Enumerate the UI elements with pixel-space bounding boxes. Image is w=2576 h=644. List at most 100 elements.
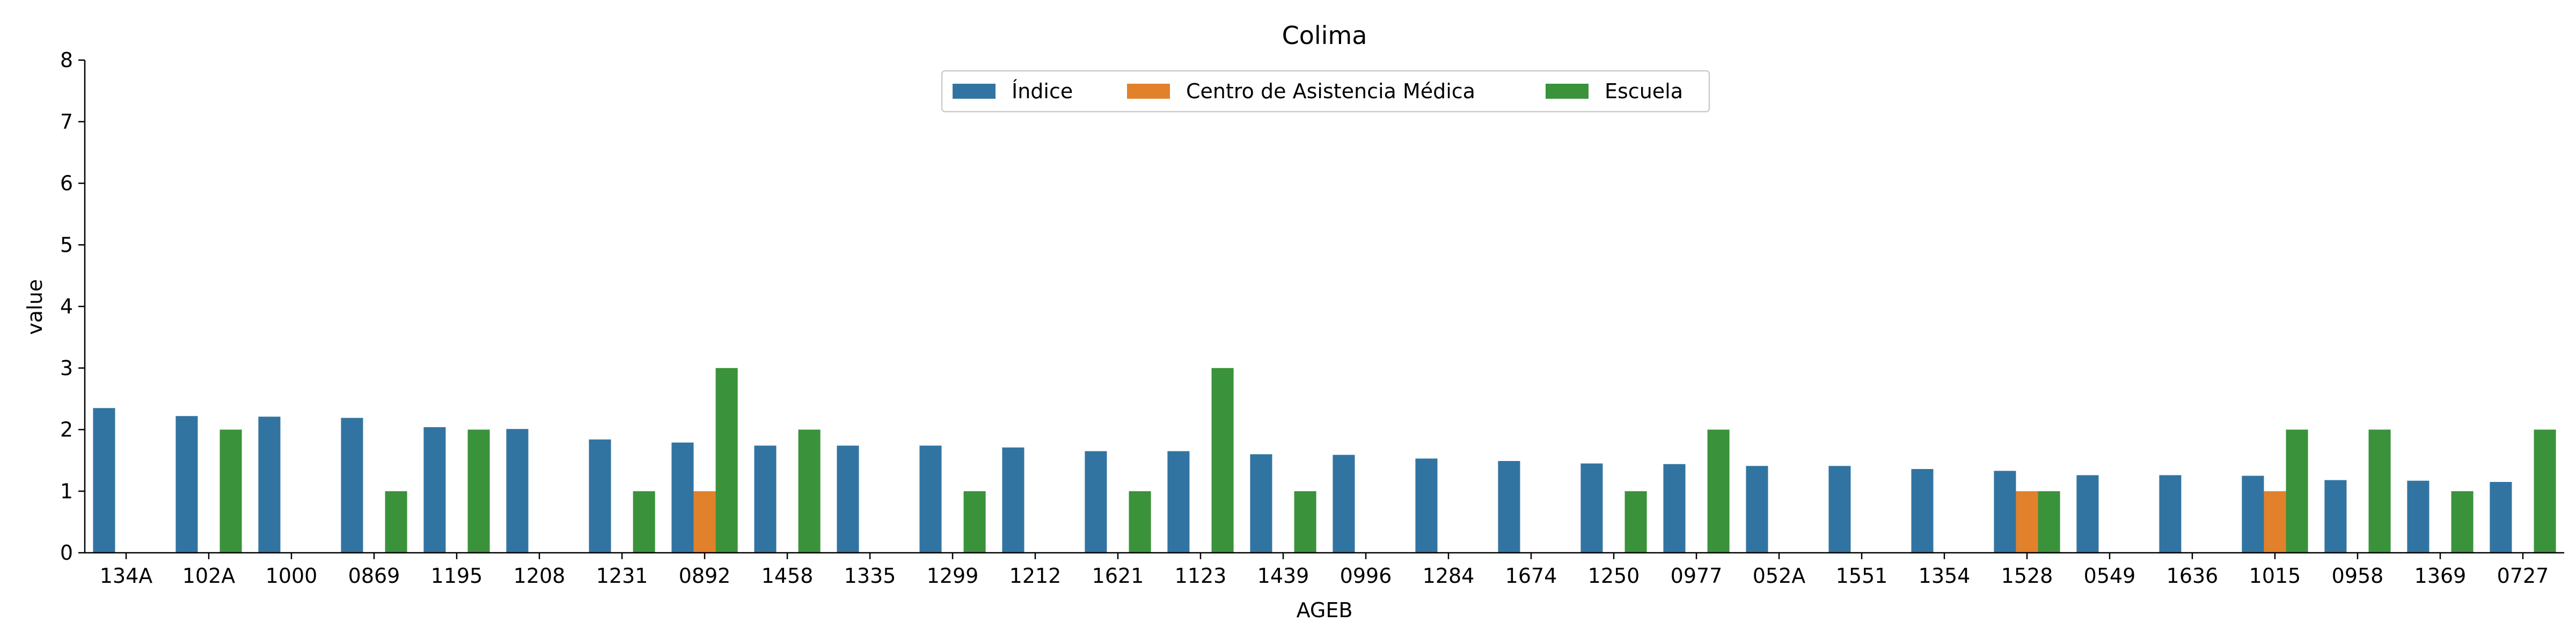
bar-0958-series-2 — [2368, 429, 2391, 553]
x-tick-label: 1335 — [844, 564, 896, 588]
x-tick-label: 1299 — [927, 564, 979, 588]
bar-0892-series-1 — [693, 491, 716, 553]
bar-102A-series-0 — [175, 416, 198, 553]
legend-frame — [941, 70, 1710, 113]
legend-swatch-2 — [1546, 84, 1589, 99]
bar-0958-series-0 — [2324, 480, 2347, 553]
y-tick-label: 7 — [60, 110, 73, 134]
x-tick-label: 052A — [1753, 564, 1806, 588]
x-tick-label: 1123 — [1175, 564, 1227, 588]
x-tick-label: 1284 — [1423, 564, 1475, 588]
bar-1528-series-1 — [2016, 491, 2038, 553]
bar-102A-series-2 — [219, 429, 242, 553]
x-tick-label: 0977 — [1671, 564, 1723, 588]
bar-0869-series-0 — [341, 418, 363, 553]
bar-1015-series-1 — [2264, 491, 2286, 553]
y-tick-label: 4 — [60, 295, 73, 318]
bar-1335-series-0 — [837, 445, 859, 553]
chart-title: Colima — [1282, 21, 1367, 50]
bar-1458-series-0 — [754, 445, 777, 553]
bar-1439-series-0 — [1250, 454, 1272, 553]
bar-0727-series-0 — [2490, 482, 2512, 553]
x-tick-label: 1551 — [1836, 564, 1888, 588]
bar-1528-series-0 — [1994, 471, 2016, 553]
x-tick-label: 1458 — [762, 564, 814, 588]
y-tick-label: 0 — [60, 541, 73, 565]
bar-0727-series-2 — [2534, 429, 2556, 553]
bar-1015-series-0 — [2242, 475, 2264, 553]
bar-0892-series-0 — [671, 442, 694, 553]
x-tick-label: 1000 — [266, 564, 318, 588]
bar-1354-series-0 — [1911, 469, 1934, 553]
bar-1439-series-2 — [1294, 491, 1316, 553]
bar-1015-series-2 — [2286, 429, 2308, 553]
legend: Índice Centro de Asistencia Médica Escuela — [941, 70, 1710, 113]
y-tick-label: 8 — [60, 48, 73, 72]
bar-1250-series-2 — [1624, 491, 1647, 553]
x-tick-label: 0869 — [348, 564, 400, 588]
x-tick-label: 1231 — [596, 564, 648, 588]
x-tick-label: 1439 — [1257, 564, 1309, 588]
bar-1250-series-0 — [1580, 463, 1603, 553]
bar-1123-series-2 — [1211, 368, 1234, 553]
bar-1212-series-0 — [1002, 447, 1024, 553]
bar-1551-series-0 — [1828, 466, 1851, 553]
y-tick-label: 6 — [60, 172, 73, 195]
bar-1299-series-0 — [919, 445, 942, 553]
bar-1000-series-0 — [258, 416, 281, 553]
x-tick-label: 0549 — [2084, 564, 2136, 588]
x-tick-label: 1369 — [2414, 564, 2467, 588]
y-tick-label: 1 — [60, 479, 73, 503]
y-tick-label: 5 — [60, 233, 73, 257]
x-tick-label: 0996 — [1340, 564, 1392, 588]
x-tick-label: 134A — [100, 564, 153, 588]
bar-0977-series-2 — [1707, 429, 1730, 553]
x-tick-label: 0727 — [2497, 564, 2549, 588]
bars-group — [93, 368, 2556, 553]
legend-swatch-1 — [1127, 84, 1170, 99]
x-axis: 134A 102A 1000 0869 1195 1208 1231 0892 1458 1335… — [85, 552, 2564, 588]
x-tick-label: 1674 — [1505, 564, 1557, 588]
bar-1636-series-0 — [2159, 475, 2182, 553]
bar-1123-series-0 — [1167, 451, 1190, 553]
x-tick-label: 1636 — [2167, 564, 2219, 588]
bar-052A-series-0 — [1746, 466, 1768, 553]
bar-1195-series-0 — [423, 427, 446, 553]
y-axis: 0 1 2 3 4 5 6 7 8 — [60, 48, 86, 565]
bar-1299-series-2 — [963, 491, 986, 553]
legend-label-2: Escuela — [1605, 79, 1683, 103]
bar-1674-series-0 — [1498, 461, 1520, 553]
y-axis-label: value — [23, 279, 47, 335]
bar-0549-series-0 — [2076, 475, 2099, 553]
x-tick-label: 0958 — [2332, 564, 2384, 588]
x-tick-label: 102A — [182, 564, 236, 588]
bar-0977-series-0 — [1663, 464, 1686, 553]
x-tick-label: 1354 — [1919, 564, 1971, 588]
bar-1195-series-2 — [467, 429, 490, 553]
x-tick-label: 1212 — [1009, 564, 1062, 588]
legend-label-1: Centro de Asistencia Médica — [1186, 79, 1475, 103]
x-tick-label: 1195 — [431, 564, 483, 588]
bar-1621-series-2 — [1129, 491, 1151, 553]
legend-swatch-0 — [953, 84, 996, 99]
bar-1369-series-0 — [2407, 480, 2429, 553]
bar-0996-series-0 — [1333, 455, 1355, 553]
legend-label-0: Índice — [1012, 79, 1073, 103]
bar-1231-series-0 — [589, 439, 611, 553]
x-tick-label: 1208 — [514, 564, 566, 588]
x-tick-label: 0892 — [679, 564, 731, 588]
y-tick-label: 3 — [60, 356, 73, 380]
bar-1369-series-2 — [2451, 491, 2473, 553]
bar-1458-series-2 — [798, 429, 821, 553]
bar-0869-series-2 — [385, 491, 407, 553]
x-tick-label: 1015 — [2249, 564, 2301, 588]
bar-0892-series-2 — [715, 368, 738, 553]
bar-1528-series-2 — [2038, 491, 2060, 553]
bar-134A-series-0 — [93, 408, 115, 553]
bar-1231-series-2 — [633, 491, 655, 553]
bar-1284-series-0 — [1415, 458, 1438, 553]
bar-1621-series-0 — [1085, 451, 1107, 553]
x-tick-label: 1528 — [2001, 564, 2053, 588]
x-tick-label: 1621 — [1092, 564, 1144, 588]
